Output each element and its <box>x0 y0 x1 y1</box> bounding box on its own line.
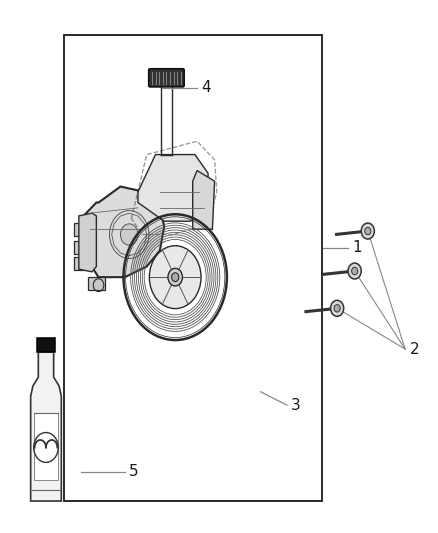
Bar <box>74 241 84 254</box>
Circle shape <box>352 267 358 274</box>
Text: 1: 1 <box>353 240 362 255</box>
Polygon shape <box>138 155 208 221</box>
Bar <box>64 35 322 501</box>
Circle shape <box>334 304 340 312</box>
Circle shape <box>361 223 374 239</box>
Text: 3: 3 <box>291 398 301 413</box>
Bar <box>74 223 84 236</box>
Bar <box>74 257 84 270</box>
Bar <box>88 277 105 290</box>
Text: 4: 4 <box>201 80 211 95</box>
Text: 5: 5 <box>129 464 139 479</box>
Circle shape <box>365 227 371 235</box>
Circle shape <box>168 268 183 286</box>
Polygon shape <box>193 171 215 229</box>
FancyBboxPatch shape <box>149 69 184 87</box>
Polygon shape <box>81 187 164 277</box>
Text: 2: 2 <box>410 342 419 357</box>
Circle shape <box>120 224 138 245</box>
Polygon shape <box>31 352 61 501</box>
Circle shape <box>172 273 179 281</box>
Bar <box>34 413 58 480</box>
Circle shape <box>348 263 361 279</box>
Polygon shape <box>79 213 96 272</box>
Circle shape <box>149 246 201 309</box>
Circle shape <box>331 300 344 316</box>
Bar <box>37 338 55 352</box>
